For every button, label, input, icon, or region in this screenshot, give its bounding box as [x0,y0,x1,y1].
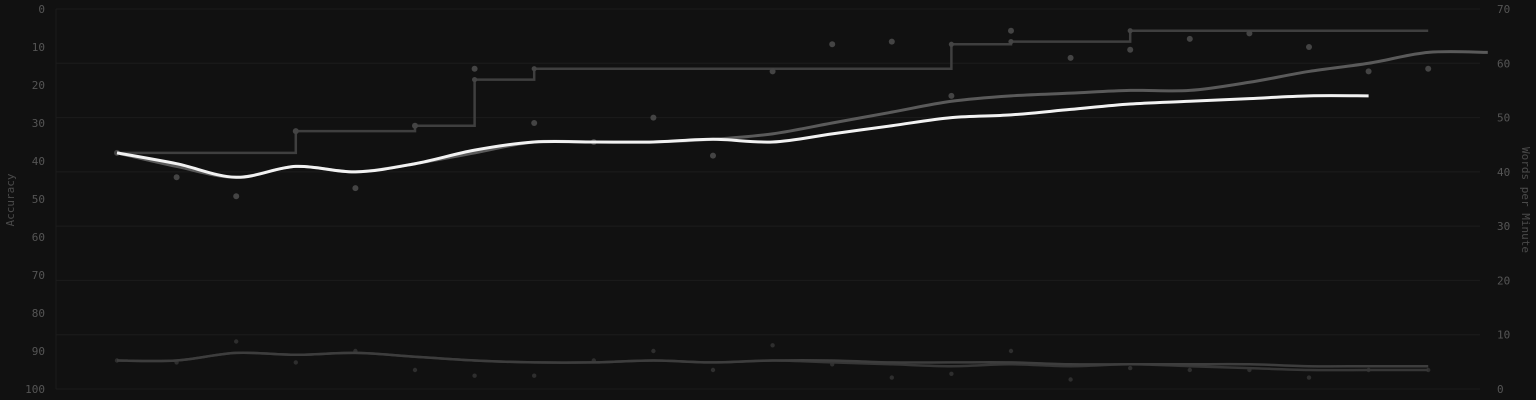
right-tick-label: 20 [1497,274,1510,287]
left-tick-label: 70 [32,269,45,282]
accuracy-point [234,339,239,344]
wpm-best-marker [472,76,478,83]
wpm-personal-best-line [117,29,1429,155]
wpm-recent-average-line [116,50,1488,179]
accuracy-point [472,373,477,378]
wpm-point [173,174,180,181]
accuracy-point [1128,365,1133,371]
accuracy-point [1306,375,1312,380]
left-tick-label: 80 [32,307,45,320]
wpm-best-marker [531,66,537,72]
left-tick-label: 0 [38,3,45,16]
grid [55,8,1480,390]
left-tick-label: 100 [25,383,45,396]
wpm-point [650,114,657,121]
wpm-point [1306,44,1312,50]
wpm-point [471,65,478,72]
series [114,27,1488,382]
wpm-point [769,68,776,75]
accuracy-point [1068,377,1073,382]
wpm-point [233,193,240,200]
wpm-point [1067,54,1074,61]
wpm-point [1186,35,1193,42]
wpm-point [352,185,359,192]
wpm-point [531,120,538,126]
right-tick-label: 40 [1497,166,1510,179]
left-tick-label: 20 [32,79,45,92]
right-tick-label: 10 [1497,329,1510,342]
left-tick-label: 60 [32,231,45,244]
accuracy-point [1187,367,1193,373]
left-axis-ticks: 0 10 20 30 40 50 60 70 80 90 100 [25,3,45,396]
wpm-best-marker [1008,38,1014,45]
wpm-point [1246,30,1253,37]
right-axis-title: Words per Minute [1519,147,1532,253]
left-axis-title: Accuracy [4,173,17,226]
accuracy-point [949,371,954,376]
wpm-average-line [116,94,1369,179]
wpm-point [1008,27,1014,34]
left-tick-label: 40 [32,155,45,168]
right-axis-ticks: 0 10 20 30 40 50 60 70 [1497,3,1510,396]
right-tick-label: 0 [1497,383,1504,396]
accuracy-point [770,343,775,348]
accuracy-point [293,360,298,365]
wpm-best-marker [1127,28,1133,34]
accuracy-point [412,367,418,373]
accuracy-point [1008,348,1014,354]
accuracy-point [889,375,894,380]
left-tick-label: 50 [32,193,45,206]
left-tick-label: 30 [32,117,45,130]
wpm-point [412,122,418,129]
wpm-point [829,41,836,48]
right-tick-label: 60 [1497,57,1510,70]
wpm-best-marker [948,41,955,47]
left-tick-label: 90 [32,345,45,358]
accuracy-point [651,348,656,354]
wpm-point [948,92,955,99]
accuracy-point [710,367,716,373]
wpm-point [888,38,895,45]
right-tick-label: 70 [1497,3,1510,16]
left-tick-label: 10 [32,41,45,54]
wpm-point [1425,65,1432,72]
wpm-point [1127,46,1134,53]
wpm-point [292,128,299,135]
wpm-point [1365,68,1372,75]
accuracy-average-line [116,351,1429,368]
right-tick-label: 30 [1497,220,1510,233]
right-tick-label: 50 [1497,112,1510,125]
accuracy-point [532,373,537,378]
wpm-point [710,152,716,159]
